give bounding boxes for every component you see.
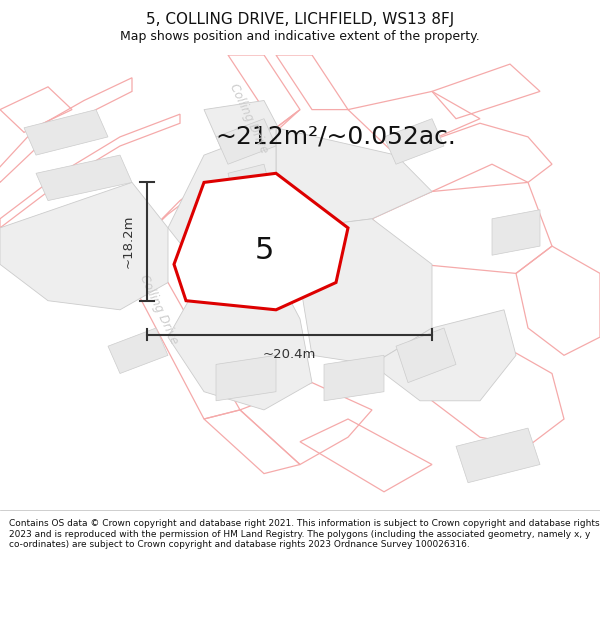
- Polygon shape: [324, 355, 384, 401]
- Text: Colling Drive: Colling Drive: [137, 273, 181, 347]
- Polygon shape: [276, 127, 432, 228]
- Polygon shape: [216, 119, 276, 164]
- Polygon shape: [228, 164, 276, 219]
- Text: Colling Drive: Colling Drive: [227, 82, 271, 156]
- Polygon shape: [204, 101, 288, 164]
- Text: ~20.4m: ~20.4m: [263, 349, 316, 361]
- Polygon shape: [24, 109, 108, 155]
- Polygon shape: [456, 428, 540, 483]
- Polygon shape: [168, 127, 300, 273]
- Text: ~212m²/~0.052ac.: ~212m²/~0.052ac.: [215, 125, 457, 149]
- Polygon shape: [36, 155, 132, 201]
- Text: ~18.2m: ~18.2m: [122, 215, 135, 268]
- Polygon shape: [108, 328, 168, 374]
- Polygon shape: [492, 210, 540, 255]
- Text: 5, COLLING DRIVE, LICHFIELD, WS13 8FJ: 5, COLLING DRIVE, LICHFIELD, WS13 8FJ: [146, 12, 454, 27]
- Polygon shape: [396, 328, 456, 382]
- Text: 5: 5: [254, 236, 274, 265]
- Polygon shape: [174, 173, 348, 310]
- Polygon shape: [168, 273, 312, 410]
- Polygon shape: [216, 355, 276, 401]
- Polygon shape: [384, 119, 444, 164]
- Text: Contains OS data © Crown copyright and database right 2021. This information is : Contains OS data © Crown copyright and d…: [9, 519, 599, 549]
- Text: Map shows position and indicative extent of the property.: Map shows position and indicative extent…: [120, 30, 480, 43]
- Polygon shape: [0, 182, 168, 310]
- Polygon shape: [300, 219, 432, 364]
- Polygon shape: [372, 310, 516, 401]
